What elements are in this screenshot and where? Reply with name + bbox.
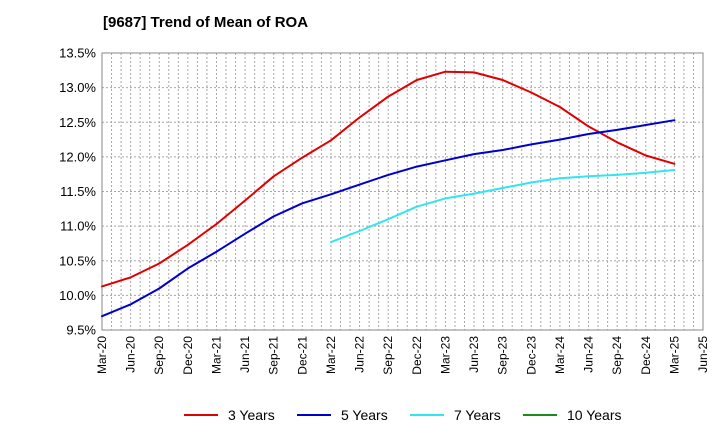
x-tick-label: Jun-24 (582, 336, 596, 373)
x-tick-label: Mar-20 (95, 336, 109, 374)
x-tick-label: Mar-23 (438, 336, 452, 374)
x-tick-label: Dec-20 (181, 336, 195, 375)
y-tick-label: 13.5% (59, 46, 96, 61)
x-tick-label: Mar-21 (209, 336, 223, 374)
y-tick-label: 12.0% (59, 149, 96, 164)
x-tick-label: Dec-23 (524, 336, 538, 375)
legend-item: 7 Years (410, 404, 501, 426)
y-tick-label: 13.0% (59, 80, 96, 95)
y-tick-label: 10.5% (59, 253, 96, 268)
legend-swatch (184, 414, 218, 416)
legend-swatch (410, 414, 444, 416)
x-tick-label: Jun-20 (124, 336, 138, 373)
x-tick-label: Jun-23 (467, 336, 481, 373)
x-tick-label: Dec-21 (295, 336, 309, 375)
x-tick-label: Mar-22 (324, 336, 338, 374)
x-tick-label: Dec-24 (639, 336, 653, 375)
y-tick-label: 9.5% (66, 323, 96, 338)
x-tick-label: Mar-24 (553, 336, 567, 374)
y-tick-label: 11.0% (60, 219, 96, 234)
x-tick-label: Mar-25 (667, 336, 681, 374)
series-lines (101, 70, 676, 318)
x-tick-label: Jun-21 (238, 336, 252, 373)
legend: 3 Years 5 Years 7 Years 10 Years (0, 404, 720, 426)
legend-swatch (523, 414, 557, 416)
x-tick-label: Jun-22 (353, 336, 367, 373)
legend-item: 3 Years (184, 404, 275, 426)
series-line-5-years (101, 119, 676, 318)
x-tick-label: Sep-20 (152, 336, 166, 375)
y-tick-label: 10.0% (59, 288, 96, 303)
y-axis-ticks: 9.5% 10.0% 10.5% 11.0% 11.5% 12.0% 12.5% 13.0% 1… (59, 46, 96, 338)
x-tick-label: Sep-24 (610, 336, 624, 375)
legend-item: 10 Years (523, 404, 622, 426)
y-tick-label: 11.5% (60, 184, 96, 199)
x-axis-ticks: Mar-20 Jun-20 Sep-20 Dec-20 Mar-21 Jun-21 Sep-… (95, 336, 710, 375)
x-tick-label: Sep-23 (496, 336, 510, 375)
legend-swatch (297, 414, 331, 416)
grid-lines (102, 53, 703, 330)
x-tick-label: Dec-22 (410, 336, 424, 375)
series-line-3-years (101, 70, 676, 288)
legend-label: 5 Years (341, 407, 388, 423)
legend-label: 10 Years (567, 407, 622, 423)
series-line-7-years (330, 169, 676, 244)
y-tick-label: 12.5% (59, 115, 96, 130)
x-tick-label: Sep-22 (381, 336, 395, 375)
legend-label: 3 Years (228, 407, 275, 423)
plot-area-frame (101, 52, 704, 331)
chart-title: [9687] Trend of Mean of ROA (103, 14, 309, 31)
x-tick-label: Sep-21 (267, 336, 281, 375)
legend-label: 7 Years (454, 407, 501, 423)
x-tick-label: Jun-25 (696, 336, 710, 373)
legend-item: 5 Years (297, 404, 388, 426)
